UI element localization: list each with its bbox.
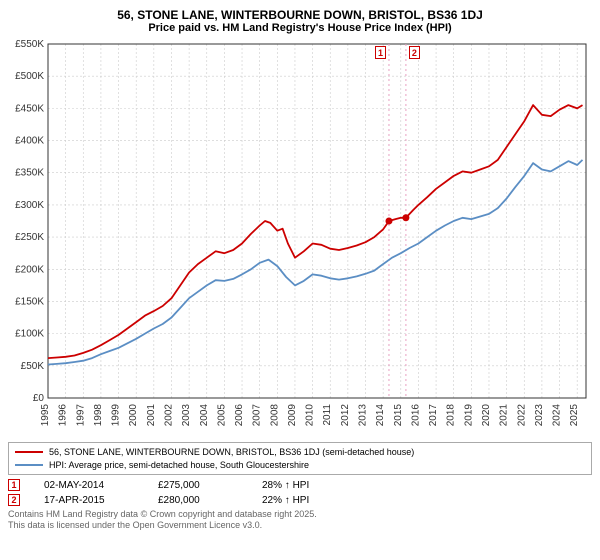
- svg-text:£0: £0: [33, 393, 45, 404]
- sale-date: 02-MAY-2014: [44, 480, 134, 491]
- svg-text:2005: 2005: [216, 404, 227, 427]
- svg-text:2007: 2007: [252, 404, 263, 427]
- svg-text:£350K: £350K: [15, 168, 44, 179]
- svg-text:1995: 1995: [40, 404, 51, 427]
- svg-text:2021: 2021: [499, 404, 510, 427]
- svg-text:2010: 2010: [305, 404, 316, 427]
- footer-attribution: Contains HM Land Registry data © Crown c…: [8, 509, 592, 531]
- svg-text:2023: 2023: [534, 404, 545, 427]
- chart-title: 56, STONE LANE, WINTERBOURNE DOWN, BRIST…: [8, 8, 592, 22]
- svg-text:2009: 2009: [287, 404, 298, 427]
- legend-swatch: [15, 451, 43, 453]
- sale-date: 17-APR-2015: [44, 495, 134, 506]
- svg-text:2022: 2022: [516, 404, 527, 427]
- svg-text:2020: 2020: [481, 404, 492, 427]
- svg-text:2012: 2012: [340, 404, 351, 427]
- sale-marker-label: 1: [375, 46, 386, 59]
- chart-subtitle: Price paid vs. HM Land Registry's House …: [8, 22, 592, 34]
- svg-text:2001: 2001: [146, 404, 157, 427]
- chart-svg: £0 £50K £100K £150K £200K £250K £300K £350K £400…: [8, 38, 592, 438]
- sale-badge: 1: [8, 479, 20, 491]
- svg-text:£150K: £150K: [15, 296, 44, 307]
- svg-text:2025: 2025: [569, 404, 580, 427]
- sale-badge: 2: [8, 494, 20, 506]
- footer-line-1: Contains HM Land Registry data © Crown c…: [8, 509, 592, 520]
- svg-text:2016: 2016: [410, 404, 421, 427]
- sale-price: £275,000: [158, 480, 238, 491]
- sale-row: 1 02-MAY-2014 £275,000 28% ↑ HPI: [8, 479, 592, 491]
- legend-swatch: [15, 464, 43, 466]
- svg-text:2013: 2013: [358, 404, 369, 427]
- legend: 56, STONE LANE, WINTERBOURNE DOWN, BRIST…: [8, 442, 592, 475]
- svg-text:2000: 2000: [128, 404, 139, 427]
- svg-text:2015: 2015: [393, 404, 404, 427]
- svg-text:2004: 2004: [199, 404, 210, 427]
- sale-marker-label: 2: [409, 46, 420, 59]
- svg-text:2019: 2019: [463, 404, 474, 427]
- svg-text:2017: 2017: [428, 404, 439, 427]
- svg-text:£550K: £550K: [15, 39, 44, 50]
- sale-price: £280,000: [158, 495, 238, 506]
- svg-text:1999: 1999: [111, 404, 122, 427]
- svg-text:2006: 2006: [234, 404, 245, 427]
- svg-text:1998: 1998: [93, 404, 104, 427]
- svg-text:£50K: £50K: [21, 361, 45, 372]
- svg-text:£300K: £300K: [15, 200, 44, 211]
- svg-text:£450K: £450K: [15, 103, 44, 114]
- legend-item: HPI: Average price, semi-detached house,…: [15, 459, 585, 472]
- svg-text:2018: 2018: [446, 404, 457, 427]
- legend-item: 56, STONE LANE, WINTERBOURNE DOWN, BRIST…: [15, 446, 585, 459]
- svg-text:2014: 2014: [375, 404, 386, 427]
- footer-line-2: This data is licensed under the Open Gov…: [8, 520, 592, 531]
- svg-text:£500K: £500K: [15, 71, 44, 82]
- svg-text:2002: 2002: [163, 404, 174, 427]
- svg-text:2024: 2024: [552, 404, 563, 427]
- legend-text: HPI: Average price, semi-detached house,…: [49, 459, 309, 472]
- chart-plot: £0 £50K £100K £150K £200K £250K £300K £350K £400…: [8, 38, 592, 438]
- svg-text:2003: 2003: [181, 404, 192, 427]
- svg-text:1996: 1996: [58, 404, 69, 427]
- svg-text:2011: 2011: [322, 404, 333, 426]
- sale-delta: 28% ↑ HPI: [262, 480, 309, 491]
- sale-delta: 22% ↑ HPI: [262, 495, 309, 506]
- svg-text:£250K: £250K: [15, 232, 44, 243]
- sales-table: 1 02-MAY-2014 £275,000 28% ↑ HPI 2 17-APR-201…: [8, 479, 592, 506]
- svg-text:1997: 1997: [75, 404, 86, 427]
- sale-row: 2 17-APR-2015 £280,000 22% ↑ HPI: [8, 494, 592, 506]
- svg-text:£400K: £400K: [15, 136, 44, 147]
- svg-text:£200K: £200K: [15, 264, 44, 275]
- svg-text:2008: 2008: [269, 404, 280, 427]
- legend-text: 56, STONE LANE, WINTERBOURNE DOWN, BRIST…: [49, 446, 414, 459]
- chart-container: 56, STONE LANE, WINTERBOURNE DOWN, BRIST…: [0, 0, 600, 560]
- svg-text:£100K: £100K: [15, 329, 44, 340]
